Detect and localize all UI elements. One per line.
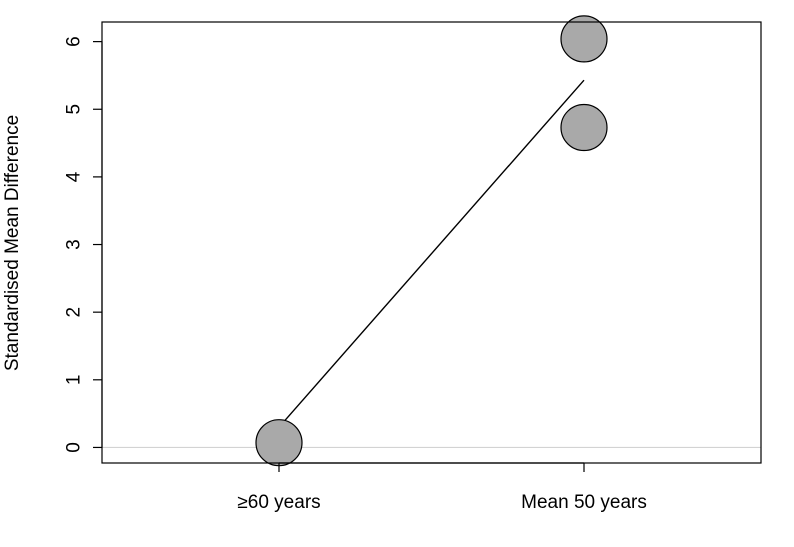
x-tick-label: ≥60 years [237,492,320,513]
y-tick-label: 5 [64,104,85,115]
data-point-3 [560,103,608,152]
y-tick-label: 0 [64,442,85,453]
data-point-1 [255,419,303,467]
y-axis-title: Standardised Mean Difference [2,115,23,371]
y-tick-label: 1 [64,375,85,386]
y-tick-label: 3 [64,239,85,250]
y-tick-label: 2 [64,307,85,318]
x-tick-label: Mean 50 years [521,492,647,513]
regression-line [278,79,585,428]
data-point-2 [560,15,608,63]
y-tick-label: 6 [64,36,85,47]
y-tick-label: 4 [64,171,85,182]
